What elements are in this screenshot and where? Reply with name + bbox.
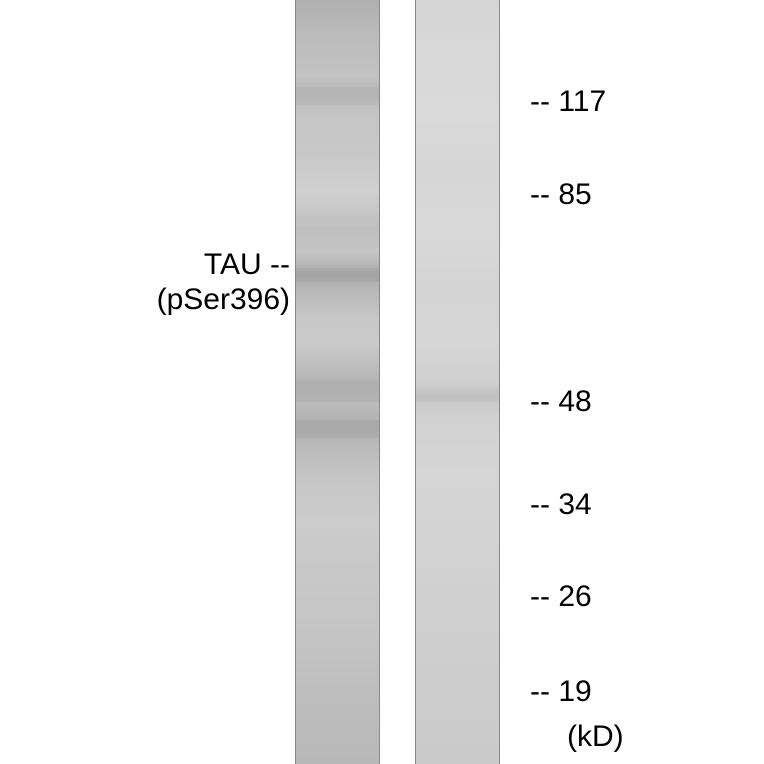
- mw-marker-19: -- 19: [530, 675, 592, 709]
- mw-marker-26: -- 26: [530, 580, 592, 614]
- band: [416, 388, 499, 402]
- protein-label-line1: TAU --: [157, 248, 290, 283]
- band: [296, 380, 379, 402]
- western-blot-figure: { "blot": { "type": "western-blot", "bac…: [0, 0, 764, 764]
- protein-label: TAU -- (pSer396): [157, 248, 290, 317]
- band: [296, 420, 379, 438]
- mw-unit-label: (kD): [567, 720, 624, 754]
- blot-lane-1: [295, 0, 380, 764]
- band: [296, 87, 379, 105]
- band-target: [296, 268, 379, 282]
- protein-label-line2: (pSer396): [157, 283, 290, 318]
- mw-marker-34: -- 34: [530, 488, 592, 522]
- mw-marker-85: -- 85: [530, 178, 592, 212]
- mw-marker-48: -- 48: [530, 385, 592, 419]
- mw-marker-117: -- 117: [530, 85, 606, 119]
- blot-lane-2: [415, 0, 500, 764]
